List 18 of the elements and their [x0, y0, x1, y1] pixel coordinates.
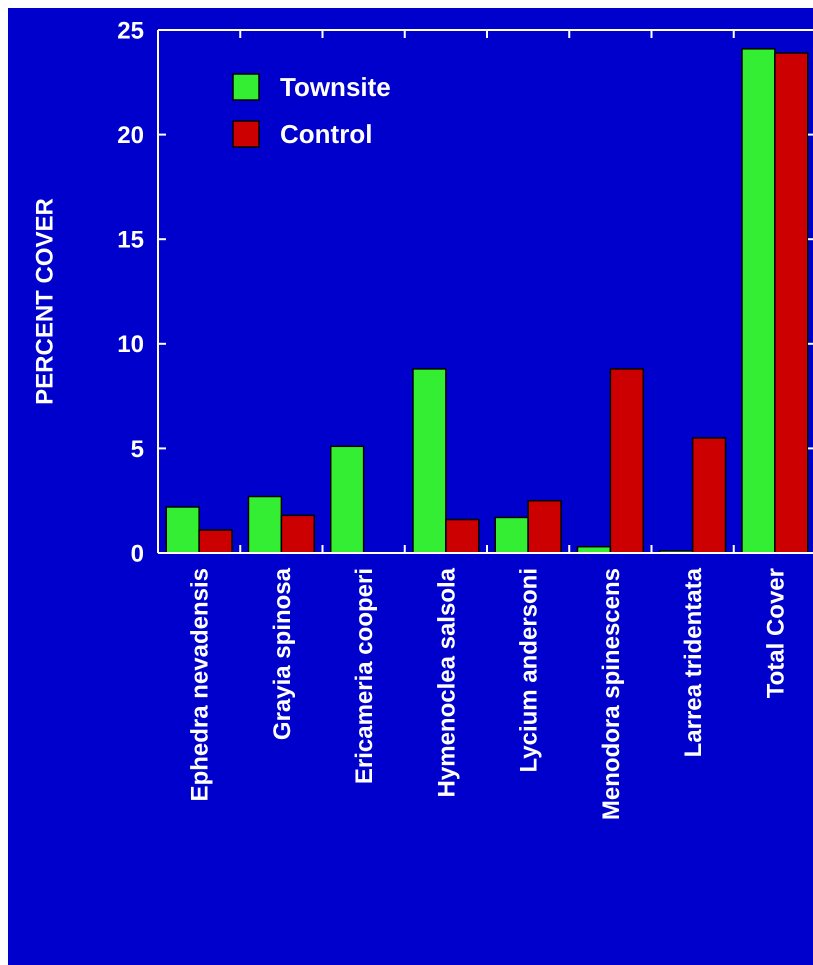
y-tick-label: 25 — [117, 17, 144, 44]
legend-label: Control — [280, 119, 372, 150]
x-tick-label: Hymenoclea salsola — [433, 567, 460, 798]
y-tick-label: 15 — [117, 226, 144, 254]
x-tick-label: Ephedra nevadensis — [186, 568, 214, 802]
bar — [330, 446, 364, 554]
x-tick-label: Ericameria cooperi — [351, 568, 378, 784]
legend-label: Townsite — [280, 72, 391, 102]
x-tick-label: Menodora spinescens — [598, 568, 625, 820]
y-axis-title: PERCENT COVER — [31, 198, 58, 405]
x-tick-label: Total Cover — [762, 568, 790, 698]
y-tick-label: 10 — [117, 331, 144, 358]
y-tick-label: 0 — [130, 540, 144, 568]
x-tick-label: Lycium andersoni — [516, 568, 543, 772]
y-tick-label: 5 — [130, 436, 144, 463]
x-tick-label: Larrea tridentata — [680, 567, 708, 758]
x-tick-label: Grayia spinosa — [268, 567, 296, 740]
y-tick-label: 20 — [117, 122, 144, 149]
